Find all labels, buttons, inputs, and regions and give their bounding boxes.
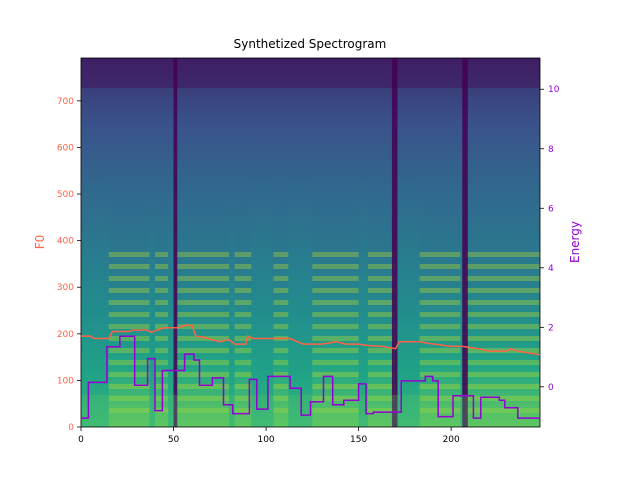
plot-frame [80,57,541,428]
harmonic-bands [177,248,230,417]
harmonic-bands [155,248,168,417]
chart-title: Synthetized Spectrogram [234,37,387,51]
spectrogram-image [81,58,540,427]
x-tick-label: 50 [168,435,180,445]
harmonic-bands [367,248,396,417]
x-tick-label: 200 [443,435,460,445]
left-y-axis: 0 100 200 300 400 500 600 700 [57,97,81,433]
x-tick-label: 100 [257,435,274,445]
right-y-axis-label: Energy [568,221,582,263]
left-y-tick-label: 200 [57,330,74,340]
right-y-tick-label: 0 [548,383,554,393]
energy-line [81,335,540,419]
left-y-axis-label: F0 [33,235,47,250]
silence-gap [391,58,398,427]
f0-line [81,324,541,356]
right-y-tick-label: 6 [548,204,554,214]
left-y-tick-label: 700 [57,97,74,107]
left-y-tick-label: 400 [57,237,74,247]
left-y-tick-label: 500 [57,190,74,200]
left-y-tick-label: 100 [57,376,74,386]
right-y-tick-label: 8 [548,145,554,155]
harmonic-bands [465,248,540,417]
harmonic-bands [273,248,289,417]
x-axis: 0 50 100 150 200 [78,427,460,445]
right-y-axis: 0 2 4 6 8 10 [540,85,560,393]
harmonic-bands [234,248,252,417]
right-y-tick-label: 2 [548,323,554,333]
harmonic-bands [419,248,461,417]
left-y-tick-label: 0 [68,423,74,433]
right-y-tick-label: 4 [548,264,554,274]
silence-gap [173,58,178,427]
series-lines [81,324,541,419]
x-tick-label: 150 [350,435,367,445]
left-y-tick-label: 300 [57,283,74,293]
harmonic-bands [312,248,359,417]
x-tick-label: 0 [78,435,84,445]
harmonic-bands [108,248,150,417]
silence-gap [462,58,468,427]
right-y-tick-label: 10 [548,85,560,95]
left-y-tick-label: 600 [57,143,74,153]
